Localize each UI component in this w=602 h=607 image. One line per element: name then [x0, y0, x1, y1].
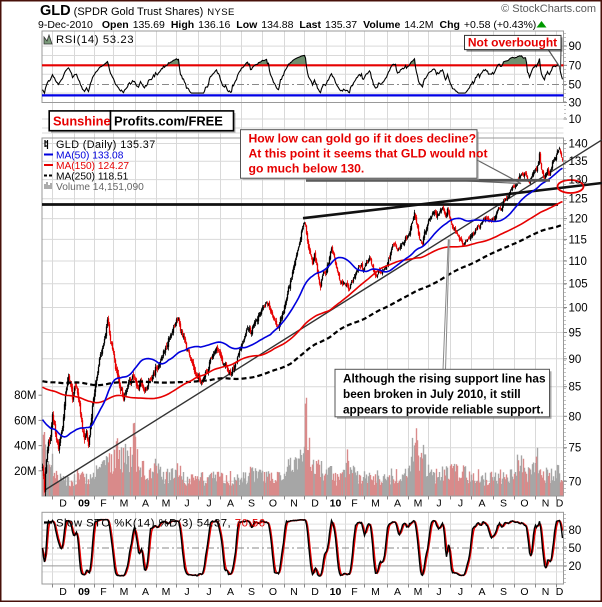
svg-text:A: A: [394, 498, 401, 510]
svg-text:GLD (Daily) 135.37: GLD (Daily) 135.37: [56, 139, 156, 151]
svg-text:70: 70: [569, 60, 582, 72]
svg-text:Slow STO %K(14) %D(3) 54.37, 7: Slow STO %K(14) %D(3) 54.37, 70.56: [56, 518, 266, 530]
svg-text:50: 50: [569, 543, 582, 555]
svg-text:F: F: [351, 498, 357, 510]
svg-text:30: 30: [569, 98, 582, 110]
svg-text:M: M: [414, 498, 423, 510]
svg-text:Not overbought: Not overbought: [468, 36, 557, 50]
svg-text:10: 10: [569, 114, 582, 126]
svg-text:60M: 60M: [14, 415, 36, 427]
svg-text:M: M: [162, 498, 171, 510]
svg-text:GLD (SPDR Gold Trust Shares)NY: GLD (SPDR Gold Trust Shares) NYSE: [40, 3, 235, 19]
svg-text:Sunshine: Sunshine: [53, 114, 111, 129]
svg-text:40M: 40M: [14, 441, 36, 453]
svg-text:F: F: [100, 498, 106, 510]
svg-text:F: F: [100, 586, 106, 598]
svg-text:J: J: [184, 586, 189, 598]
svg-text:09: 09: [78, 498, 90, 510]
svg-text:D: D: [556, 586, 564, 598]
svg-text:M: M: [371, 586, 380, 598]
svg-text:120: 120: [569, 214, 588, 226]
svg-text:O: O: [520, 586, 528, 598]
svg-text:N: N: [542, 586, 550, 598]
svg-text:95: 95: [569, 328, 582, 340]
svg-text:N: N: [290, 498, 298, 510]
svg-text:S: S: [248, 586, 255, 598]
svg-text:At this point it seems that GL: At this point it seems that GLD would no…: [249, 146, 488, 160]
svg-text:D: D: [59, 498, 67, 510]
svg-text:85: 85: [569, 382, 582, 394]
svg-text:MA(50) 133.08: MA(50) 133.08: [56, 151, 124, 162]
svg-text:S: S: [248, 498, 255, 510]
svg-text:How low can gold go if it does: How low can gold go if it does decline?: [249, 131, 477, 145]
svg-text:100: 100: [569, 303, 588, 315]
svg-text:appears to provide reliable su: appears to provide reliable support.: [343, 403, 544, 417]
svg-text:A: A: [227, 586, 234, 598]
svg-text:D: D: [311, 498, 319, 510]
svg-text:A: A: [227, 498, 234, 510]
svg-text:© StockCharts.com: © StockCharts.com: [501, 3, 596, 15]
svg-text:A: A: [478, 498, 485, 510]
svg-text:MA(150) 124.27: MA(150) 124.27: [56, 161, 129, 172]
svg-text:D: D: [59, 586, 67, 598]
svg-text:A: A: [394, 586, 401, 598]
svg-text:50: 50: [569, 80, 582, 92]
svg-text:09: 09: [78, 586, 90, 598]
svg-text:70: 70: [569, 476, 582, 488]
svg-text:20M: 20M: [14, 466, 36, 478]
svg-text:Although the rising support li: Although the rising support line has: [343, 371, 546, 385]
svg-text:M: M: [120, 498, 129, 510]
svg-text:J: J: [458, 586, 463, 598]
svg-text:135: 135: [569, 156, 588, 168]
svg-text:J: J: [436, 498, 441, 510]
svg-text:90: 90: [569, 41, 582, 53]
svg-text:J: J: [206, 586, 211, 598]
svg-text:105: 105: [569, 279, 588, 291]
svg-text:75: 75: [569, 443, 582, 455]
svg-text:10: 10: [330, 586, 342, 598]
svg-text:RSI(14) 53.23: RSI(14) 53.23: [56, 34, 134, 46]
svg-text:90: 90: [569, 354, 582, 366]
svg-text:N: N: [542, 498, 550, 510]
svg-text:J: J: [458, 498, 463, 510]
svg-text:S: S: [500, 586, 507, 598]
svg-text:been broken in July 2010, it s: been broken in July 2010, it still: [343, 387, 521, 401]
svg-text:80M: 80M: [14, 390, 36, 402]
svg-text:Volume 14,151,090: Volume 14,151,090: [56, 182, 144, 193]
svg-text:S: S: [500, 498, 507, 510]
svg-text:F: F: [351, 586, 357, 598]
svg-text:MA(250) 118.51: MA(250) 118.51: [56, 172, 129, 183]
svg-text:A: A: [142, 586, 149, 598]
svg-text:J: J: [436, 586, 441, 598]
svg-text:A: A: [142, 498, 149, 510]
svg-text:130: 130: [569, 175, 588, 187]
svg-text:D: D: [556, 498, 564, 510]
svg-text:N: N: [290, 586, 298, 598]
svg-text:125: 125: [569, 194, 588, 206]
svg-text:10: 10: [330, 498, 342, 510]
svg-text:M: M: [371, 498, 380, 510]
svg-text:115: 115: [569, 234, 587, 246]
svg-text:J: J: [184, 498, 189, 510]
svg-text:O: O: [269, 586, 277, 598]
svg-text:Profits.com/FREE: Profits.com/FREE: [114, 114, 223, 129]
svg-text:M: M: [120, 586, 129, 598]
svg-text:O: O: [269, 498, 277, 510]
svg-text:80: 80: [569, 411, 582, 423]
svg-text:140: 140: [569, 139, 588, 151]
svg-text:110: 110: [569, 256, 587, 268]
svg-text:O: O: [520, 498, 528, 510]
svg-text:D: D: [311, 586, 319, 598]
svg-text:go much below 130.: go much below 130.: [249, 161, 365, 175]
svg-text:20: 20: [569, 561, 582, 573]
svg-text:M: M: [414, 586, 423, 598]
svg-text:A: A: [478, 586, 485, 598]
svg-text:M: M: [162, 586, 171, 598]
svg-text:J: J: [206, 498, 211, 510]
svg-text:80: 80: [569, 525, 582, 537]
